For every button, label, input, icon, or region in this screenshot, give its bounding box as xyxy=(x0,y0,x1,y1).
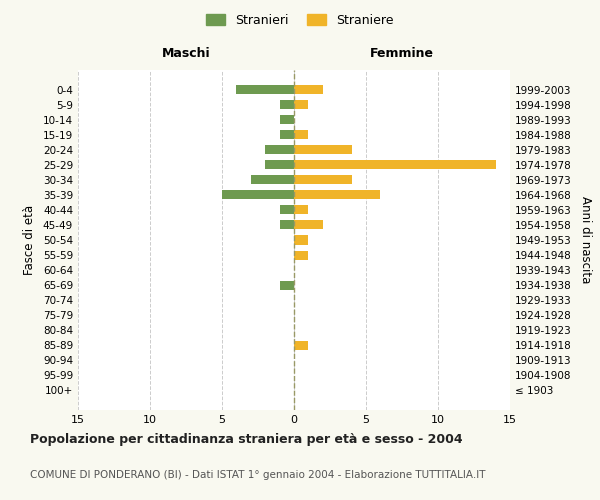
Bar xyxy=(294,176,352,184)
Bar xyxy=(280,116,294,124)
Bar xyxy=(294,100,308,110)
Legend: Stranieri, Straniere: Stranieri, Straniere xyxy=(202,8,398,32)
Y-axis label: Anni di nascita: Anni di nascita xyxy=(578,196,592,284)
Bar xyxy=(294,130,308,140)
Text: Femmine: Femmine xyxy=(370,47,434,60)
Bar xyxy=(265,146,294,154)
Text: Popolazione per cittadinanza straniera per età e sesso - 2004: Popolazione per cittadinanza straniera p… xyxy=(30,432,463,446)
Bar xyxy=(294,340,308,349)
Y-axis label: Fasce di età: Fasce di età xyxy=(23,205,36,275)
Text: COMUNE DI PONDERANO (BI) - Dati ISTAT 1° gennaio 2004 - Elaborazione TUTTITALIA.: COMUNE DI PONDERANO (BI) - Dati ISTAT 1°… xyxy=(30,470,485,480)
Bar xyxy=(280,280,294,289)
Text: Maschi: Maschi xyxy=(161,47,211,60)
Bar xyxy=(280,206,294,214)
Bar xyxy=(294,250,308,260)
Bar xyxy=(294,206,308,214)
Bar xyxy=(294,190,380,200)
Bar xyxy=(280,220,294,230)
Bar xyxy=(280,100,294,110)
Bar xyxy=(265,160,294,170)
Bar xyxy=(280,130,294,140)
Bar xyxy=(294,146,352,154)
Bar xyxy=(251,176,294,184)
Bar xyxy=(236,86,294,94)
Bar xyxy=(294,160,496,170)
Bar xyxy=(294,236,308,244)
Bar xyxy=(294,220,323,230)
Bar xyxy=(222,190,294,200)
Bar xyxy=(294,86,323,94)
